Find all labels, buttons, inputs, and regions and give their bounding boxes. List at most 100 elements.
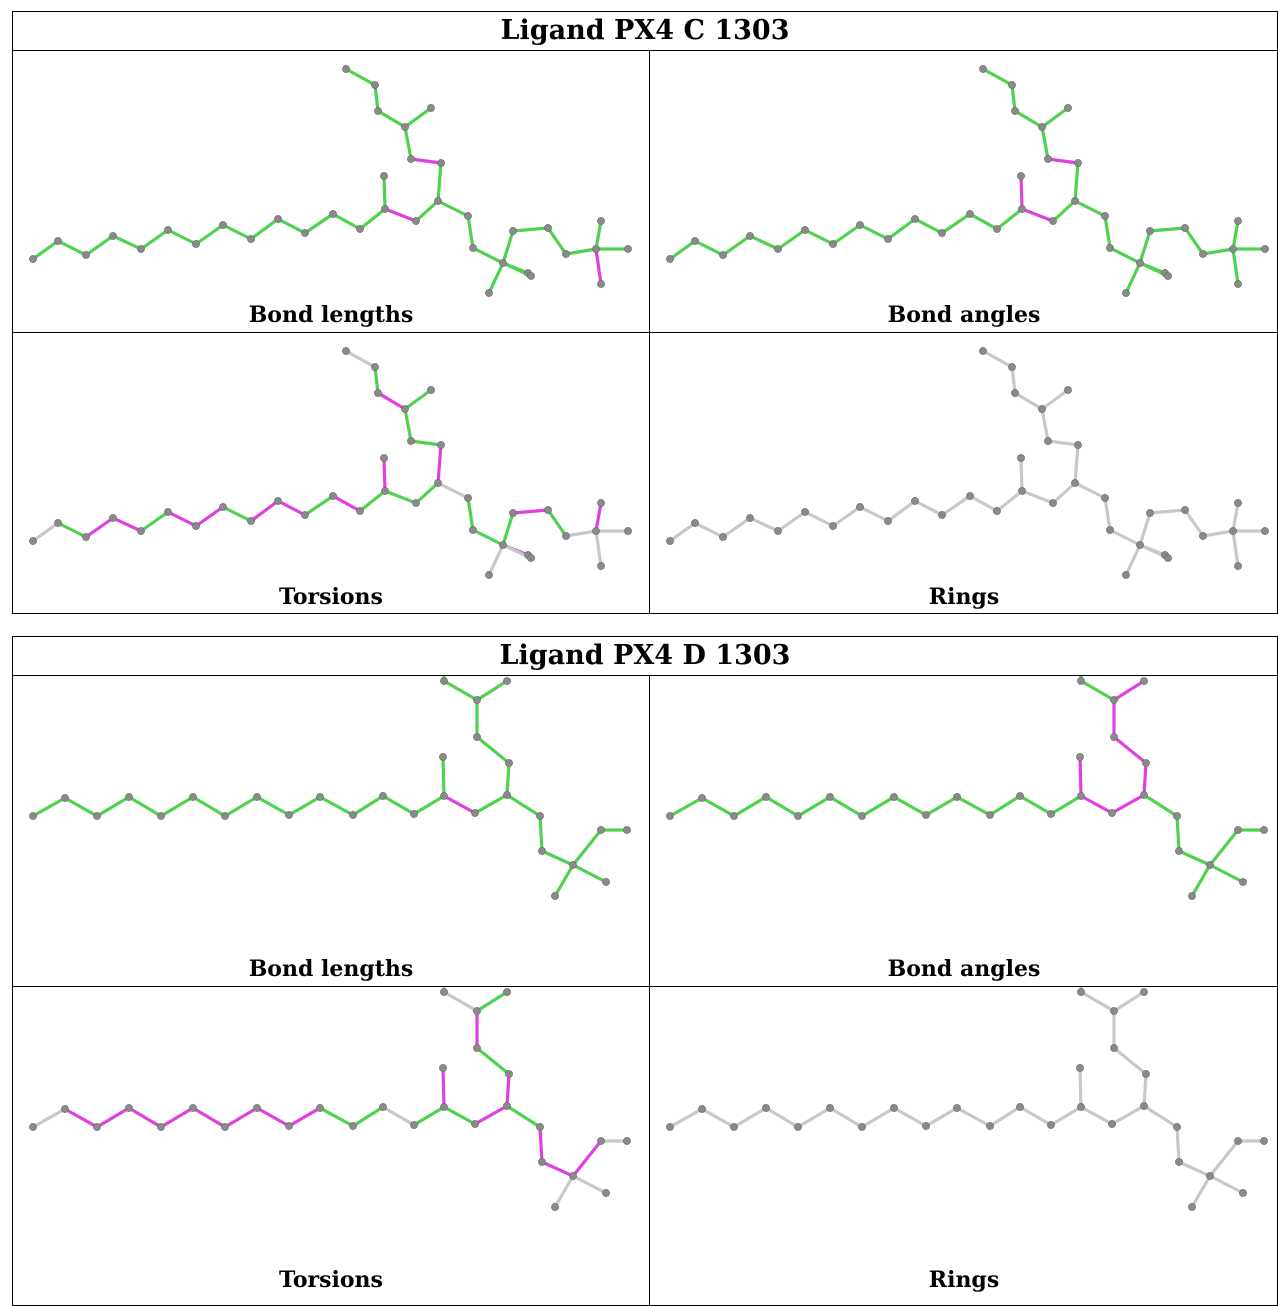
atom [380,454,387,461]
atom [1108,1120,1115,1127]
bond [862,1108,894,1127]
bond [360,491,385,511]
bond [1042,127,1048,159]
bond [915,501,942,515]
atom [911,215,918,222]
atom [597,499,604,506]
atom [1074,159,1081,166]
atom [527,554,534,561]
atom [473,1007,480,1014]
bond [405,127,411,159]
bond [477,992,507,1011]
atom [349,811,356,818]
bond [970,496,997,511]
atom [1173,1123,1180,1130]
bond [33,1109,65,1127]
atom [274,497,281,504]
atom [1199,250,1206,257]
bond [1080,1068,1081,1107]
molecule-structure [650,51,1278,332]
bond [1081,1107,1112,1124]
atom [1038,405,1045,412]
atom [1140,1102,1147,1109]
atom [285,1122,292,1129]
bond [86,236,113,255]
panel-caption: Torsions [13,584,649,610]
atom [247,235,254,242]
bond [670,241,695,259]
atom [412,217,419,224]
bond [383,796,414,814]
bond [702,1109,734,1127]
atom [371,363,378,370]
bond [1114,1048,1146,1074]
atom [666,1123,673,1130]
atom [189,1104,196,1111]
bond [695,241,723,255]
atom [966,492,973,499]
bond [405,409,411,441]
bond [894,797,926,815]
bond [141,230,168,249]
atom [301,229,308,236]
molecule-structure [13,51,649,332]
bond [414,1107,444,1125]
bond [957,797,990,815]
bond [86,518,113,537]
atom [29,1123,36,1130]
bond [333,214,360,229]
atom [953,793,960,800]
atom [469,526,476,533]
bond [1053,201,1075,221]
atom [1261,527,1268,534]
atom [499,541,506,548]
bond [778,230,805,249]
atom [829,240,836,247]
atom [858,812,865,819]
atom [730,812,737,819]
atom [434,479,441,486]
atom [794,812,801,819]
atom [1044,155,1051,162]
bond [566,531,596,536]
atom [1229,245,1236,252]
bond [1140,513,1150,545]
atom [329,492,336,499]
bond [1185,228,1203,254]
atom [1008,81,1015,88]
atom [137,245,144,252]
bond [798,797,830,816]
atom [979,65,986,72]
bond [888,219,915,239]
bond [566,249,596,254]
atom [464,494,471,501]
atom [624,245,631,252]
atom [1188,1203,1195,1210]
atom [379,1103,386,1110]
bond [113,236,141,249]
bond [278,501,305,515]
bond [997,491,1022,511]
bond [438,201,468,216]
atom [1239,1189,1246,1196]
atom [342,347,349,354]
atom [1018,487,1025,494]
atom [1234,1137,1241,1144]
bond [289,1108,320,1126]
atom [464,212,471,219]
bond [548,510,566,536]
atom [1229,527,1236,534]
bond [1179,851,1210,865]
bond [833,507,860,526]
bond [1203,531,1233,536]
bond [477,681,507,700]
atom [1049,217,1056,224]
bond [1112,795,1144,813]
atom [1074,441,1081,448]
bond [1192,865,1210,896]
panel-bond-angles: Bond angles [650,676,1278,986]
atom [1101,212,1108,219]
panel-caption: Bond lengths [13,956,649,982]
bond [942,214,970,233]
atom [82,533,89,540]
